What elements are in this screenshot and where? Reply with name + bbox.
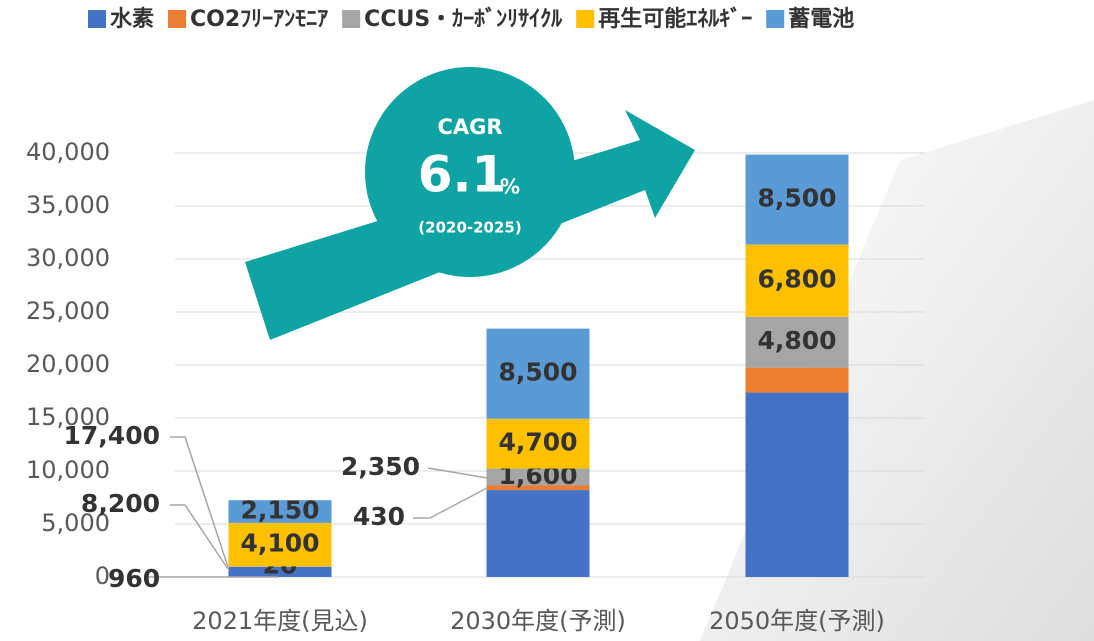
leader-line (170, 437, 228, 567)
y-tick-label: 40,000 (26, 138, 110, 166)
legend-swatch (576, 10, 594, 28)
legend-swatch (766, 10, 784, 28)
x-tick-label: 2021年度(見込) (192, 607, 368, 635)
legend-label: 蓄電池 (788, 7, 854, 32)
data-label: 8,500 (757, 184, 836, 213)
data-label: 960 (108, 564, 160, 593)
data-label: 4,100 (240, 529, 319, 558)
bar-segment (746, 368, 849, 393)
legend-swatch (88, 10, 106, 28)
leader-line (428, 468, 487, 478)
data-label: 430 (353, 502, 405, 531)
data-label: 2,150 (240, 496, 319, 525)
data-label: 4,800 (757, 326, 836, 355)
legend-label: 水素 (110, 6, 154, 32)
y-tick-label: 10,000 (26, 456, 110, 484)
leader-line (170, 505, 228, 569)
data-label: 2,350 (341, 452, 420, 481)
y-tick-label: 25,000 (26, 297, 110, 325)
x-tick-label: 2050年度(予測) (709, 607, 885, 635)
data-label: 6,800 (757, 265, 836, 294)
cagr-value: 6.1 (418, 146, 507, 204)
data-label: 8,500 (498, 358, 577, 387)
y-tick-label: 20,000 (26, 350, 110, 378)
bar-segment (487, 490, 590, 577)
data-label: 4,700 (498, 428, 577, 457)
cagr-unit: % (500, 175, 520, 199)
chart: CAGR 6.1 % (2020-2025) 05,00010,00015,00… (0, 0, 1094, 641)
legend-swatch (342, 10, 360, 28)
y-tick-label: 35,000 (26, 191, 110, 219)
leader-line (413, 488, 487, 518)
cagr-label: CAGR (437, 115, 502, 139)
legend-label: CCUS・ｶｰﾎﾞﾝﾘｻｲｸﾙ (364, 6, 563, 32)
x-tick-label: 2030年度(予測) (450, 607, 626, 635)
data-label: 17,400 (64, 421, 160, 450)
bar-segment (746, 393, 849, 577)
legend-swatch (168, 10, 186, 28)
legend-label: 再生可能ｴﾈﾙｷﾞｰ (598, 6, 752, 32)
y-tick-label: 30,000 (26, 244, 110, 272)
cagr-period: (2020-2025) (418, 219, 521, 237)
legend-label: CO2ﾌﾘｰｱﾝﾓﾆｱ (190, 7, 328, 32)
data-label: 8,200 (81, 489, 160, 518)
